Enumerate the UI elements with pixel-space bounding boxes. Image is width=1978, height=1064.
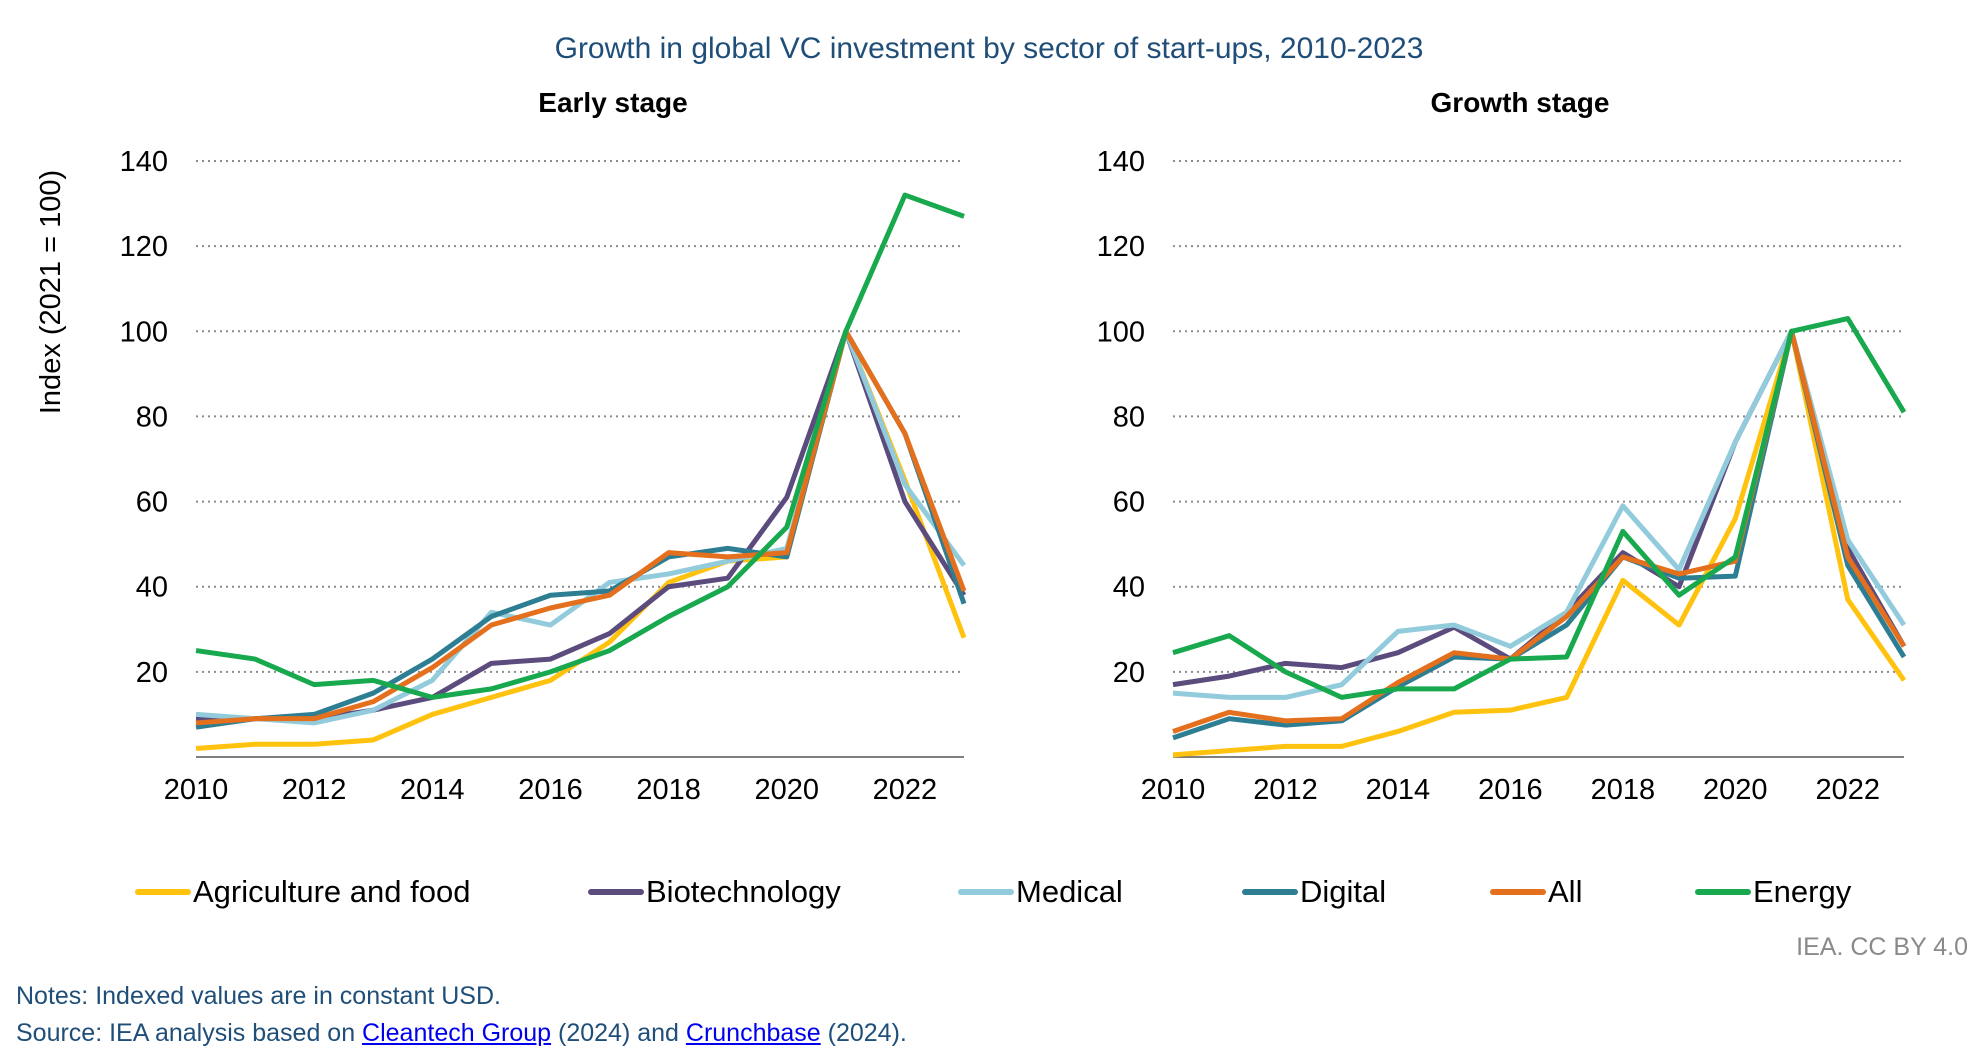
x-tick-label: 2016 [1478,774,1543,806]
legend-swatch [1695,889,1751,895]
series-line-medical [1172,328,1907,700]
growth-stage-panel: Growth stage 20 40 60 80 100 120 140 2010 2012 201… [1097,87,1907,806]
y-tick-label: 120 [120,231,168,263]
legend-item: All [1490,872,1582,912]
panel-title: Early stage [538,87,687,118]
source-suffix: (2024). [820,1019,907,1047]
legend-item: Biotechnology [588,872,841,912]
y-tick-label: 40 [136,572,168,604]
series-line-medical [195,328,967,726]
x-tick-label: 2022 [873,774,938,806]
y-tick-label: 100 [1097,316,1145,348]
legend-swatch [1490,889,1546,895]
legend-label: Biotechnology [646,874,841,909]
legend-item: Medical [958,872,1123,912]
x-tick-label: 2016 [518,774,583,806]
series-line-energy [195,192,965,700]
legend-label: Energy [1753,874,1852,909]
y-tick-label: 120 [1097,231,1145,263]
y-tick-label: 100 [120,316,168,348]
y-tick-label: 20 [136,657,168,689]
legend-swatch [1242,889,1298,895]
series-line-digital [1172,328,1907,741]
legend-label: All [1548,874,1583,909]
legend-swatch [135,889,191,895]
series-line-all [195,328,967,726]
source-mid: (2024) and [551,1019,686,1047]
y-tick-label: 60 [1113,487,1145,519]
y-tick-label: 80 [1113,401,1145,433]
legend-item: Digital [1242,872,1386,912]
x-tick-label: 2018 [1591,774,1656,806]
series-line-digital [195,328,967,730]
series-line-agriculture-and-food [1172,328,1907,758]
x-tick-label: 2010 [1141,774,1206,806]
x-tick-label: 2014 [400,774,465,806]
notes-line: Notes: Indexed values are in constant US… [16,982,501,1010]
x-tick-label: 2022 [1816,774,1881,806]
source-line: Source: IEA analysis based on Cleantech … [16,1015,907,1052]
early-stage-panel: Early stage 20 40 60 80 100 120 140 2010 2012 2014… [35,87,967,806]
chart-title: Growth in global VC investment by sector… [554,32,1424,65]
panel-title: Growth stage [1431,87,1610,118]
x-tick-label: 2020 [755,774,820,806]
source-prefix: Source: IEA analysis based on [16,1019,363,1047]
legend-item: Energy [1695,872,1851,912]
notes: Notes: Indexed values are in constant US… [16,978,907,1052]
legend-item: Agriculture and food [135,872,470,912]
credit: IEA. CC BY 4.0 [1796,933,1968,961]
y-tick-label: 80 [136,401,168,433]
x-tick-label: 2018 [636,774,701,806]
y-tick-label: 140 [120,146,168,178]
x-tick-label: 2012 [282,774,347,806]
legend-label: Agriculture and food [193,874,471,909]
series-line-energy [1172,316,1907,700]
cleantech-group-link[interactable]: Cleantech Group [362,1019,552,1047]
y-tick-label: 40 [1113,572,1145,604]
legend-label: Medical [1016,874,1123,909]
x-tick-label: 2020 [1703,774,1768,806]
legend-label: Digital [1300,874,1387,909]
y-tick-label: 20 [1113,657,1145,689]
x-tick-label: 2010 [164,774,229,806]
y-axis-title: Index (2021 = 100) [35,170,67,414]
legend-swatch [588,889,644,895]
x-tick-label: 2012 [1253,774,1318,806]
crunchbase-link[interactable]: Crunchbase [685,1019,821,1047]
y-tick-label: 60 [136,487,168,519]
y-tick-label: 140 [1097,146,1145,178]
legend-swatch [958,889,1014,895]
legend: Agriculture and food Biotechnology Medical… [135,872,1935,912]
x-tick-label: 2014 [1366,774,1431,806]
